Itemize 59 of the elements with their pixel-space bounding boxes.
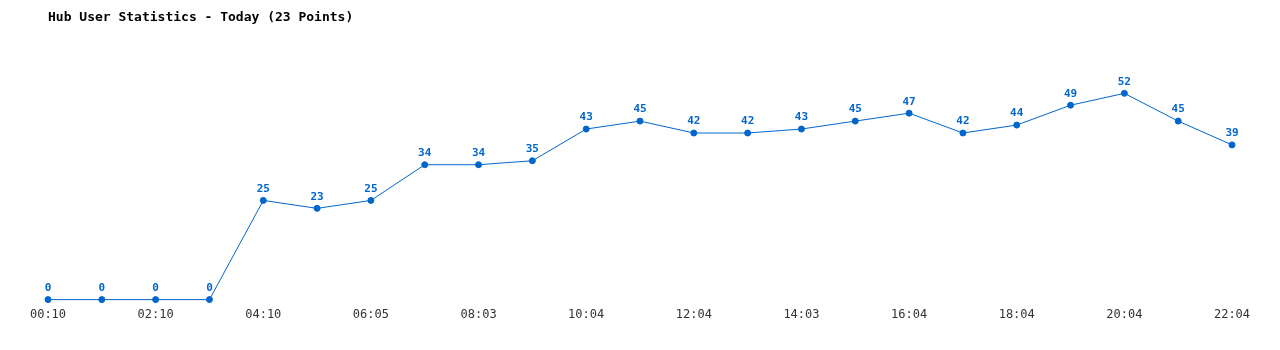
data-label: 43: [794, 110, 809, 124]
point: [1174, 117, 1182, 125]
x-tick-label: 12:04: [675, 306, 712, 321]
data-label: 34: [418, 146, 432, 160]
x-tick-label: 00:10: [29, 306, 67, 321]
x-tick-label: 16:04: [891, 306, 928, 321]
data-label: 0: [98, 280, 106, 294]
point: [690, 129, 698, 137]
point: [152, 296, 160, 304]
data-label: 45: [848, 102, 862, 116]
data-label: 45: [633, 102, 647, 116]
point: [98, 296, 106, 304]
data-label: 39: [1225, 126, 1239, 140]
point: [1120, 89, 1128, 97]
data-label: 42: [741, 114, 755, 128]
point: [582, 125, 590, 133]
x-tick-label: 06:05: [352, 306, 389, 321]
data-label: 23: [310, 189, 324, 203]
data-label: 47: [902, 94, 916, 108]
chart-title: Hub User Statistics - Today (23 Points): [48, 9, 354, 25]
point: [259, 196, 267, 204]
x-tick-label: 08:03: [460, 306, 497, 321]
point: [1067, 101, 1075, 109]
x-tick-label: 02:10: [137, 306, 174, 321]
point: [851, 117, 859, 125]
point: [1228, 141, 1236, 149]
data-label: 43: [579, 110, 593, 124]
x-tick-label: 10:04: [568, 306, 605, 321]
data-label: 45: [1171, 102, 1185, 116]
point: [313, 204, 321, 212]
data-label: 49: [1063, 86, 1078, 100]
data-label: 25: [364, 181, 378, 195]
point: [636, 117, 644, 125]
point: [744, 129, 752, 137]
x-tick-label: 20:04: [1106, 306, 1143, 321]
x-tick-label: 14:03: [783, 306, 820, 321]
point: [475, 161, 483, 169]
x-tick-label: 22:04: [1213, 306, 1251, 321]
point: [421, 161, 429, 169]
x-tick-label: 18:04: [998, 306, 1035, 321]
point: [528, 157, 536, 165]
data-label: 44: [1010, 106, 1024, 120]
data-label: 52: [1117, 74, 1131, 88]
point: [44, 296, 52, 304]
data-label: 35: [525, 142, 539, 156]
data-label: 42: [956, 114, 970, 128]
data-label: 0: [152, 280, 159, 294]
point: [205, 296, 213, 304]
point: [905, 109, 913, 117]
data-label: 0: [206, 280, 213, 294]
point: [959, 129, 967, 137]
point: [797, 125, 805, 133]
point: [1013, 121, 1021, 129]
data-label: 34: [471, 146, 486, 160]
data-label: 0: [44, 280, 52, 294]
data-label: 25: [256, 181, 270, 195]
x-tick-label: 04:10: [245, 306, 282, 321]
point: [367, 196, 375, 204]
data-label: 42: [687, 114, 701, 128]
